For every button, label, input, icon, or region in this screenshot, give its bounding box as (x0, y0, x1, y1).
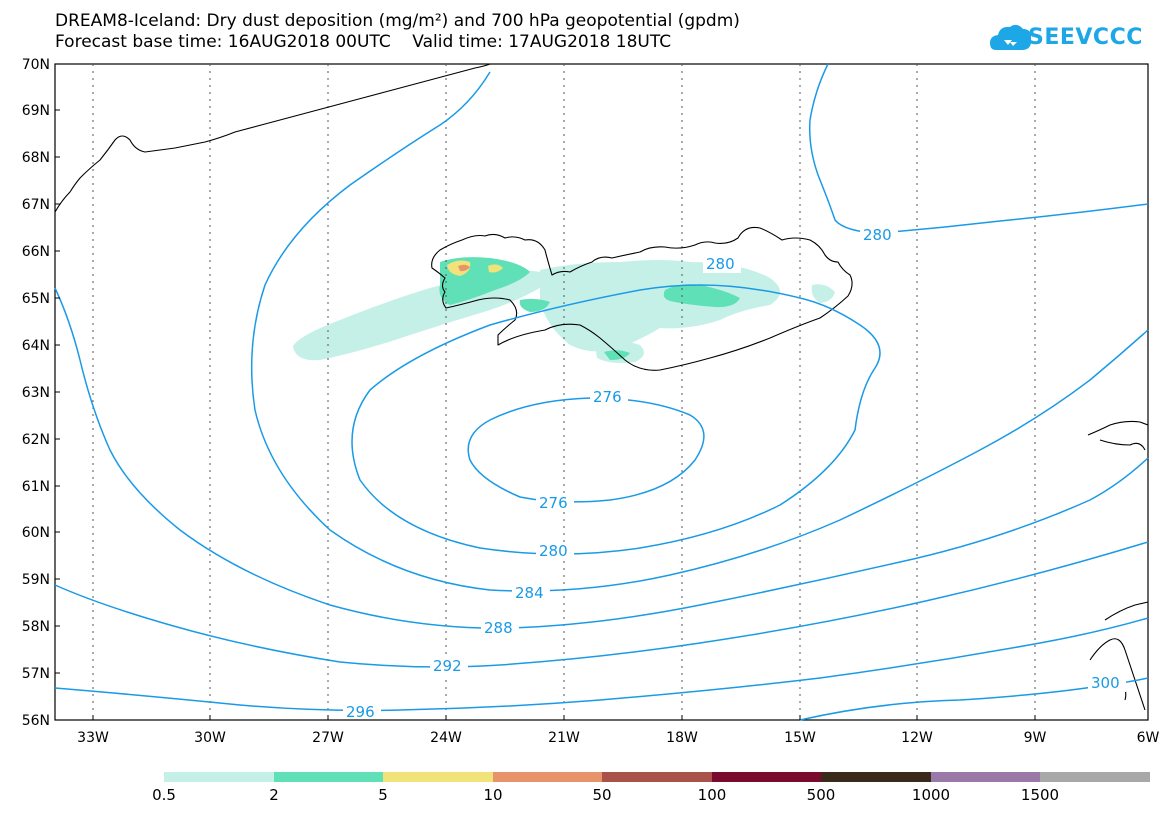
contour-label: 276 (593, 388, 622, 406)
colorbar-segment (931, 772, 1040, 782)
contour-label: 296 (346, 703, 375, 721)
cloud-logo-icon (990, 24, 1032, 50)
colorbar-label: 500 (806, 786, 836, 804)
colorbar-label: 10 (483, 786, 503, 804)
dust-area-higher (458, 264, 470, 272)
lat-label: 60N (22, 525, 50, 541)
lon-label: 12W (901, 730, 933, 746)
colorbar-segment (383, 772, 493, 782)
colorbar-segment (602, 772, 712, 782)
contour-292 (54, 541, 1149, 668)
lat-label: 66N (22, 244, 50, 260)
colorbar-label: 50 (592, 786, 612, 804)
map-title: DREAM8-Iceland: Dry dust deposition (mg/… (55, 11, 740, 31)
contour-label: 276 (539, 494, 568, 512)
lon-label: 18W (666, 730, 698, 746)
lat-label: 69N (22, 103, 50, 119)
lat-label: 59N (22, 572, 50, 588)
norway-coast-north (1087, 420, 1149, 451)
colorbar-segment (493, 772, 602, 782)
contour-288 (54, 287, 1149, 629)
dust-area-mid-4 (604, 350, 630, 360)
colorbar-label: 5 (378, 786, 388, 804)
lat-label: 62N (22, 432, 50, 448)
lon-label: 33W (77, 730, 109, 746)
lat-label: 63N (22, 385, 50, 401)
lon-label: 9W (1024, 730, 1047, 746)
contour-276-inner (467, 397, 705, 503)
lat-label: 64N (22, 338, 50, 354)
iceland-coast (431, 226, 853, 371)
lon-label: 21W (548, 730, 580, 746)
contour-296 (54, 617, 1149, 712)
dust-area-high (447, 260, 471, 276)
colorbar-segment (821, 772, 931, 782)
axis-ticks (55, 63, 1036, 720)
logo-text: SEEVCCC (1028, 25, 1143, 50)
contour-label: 280 (706, 255, 735, 273)
dust-area-low-central (540, 260, 780, 352)
coastlines (54, 63, 1149, 711)
lat-label: 67N (22, 197, 50, 213)
lat-labels: 70N 69N 68N 67N 66N 65N 64N 63N 62N 61N … (22, 57, 50, 729)
contour-label: 284 (515, 584, 544, 602)
colorbar-label: 1000 (911, 786, 951, 804)
contour-label: 300 (1091, 674, 1120, 692)
dust-area-mid-1 (663, 284, 740, 308)
colorbar-segment (164, 772, 274, 782)
greenland-coast (54, 63, 491, 213)
contour-284 (250, 71, 1149, 592)
contour-label: 292 (433, 657, 462, 675)
lat-label: 70N (22, 57, 50, 73)
colorbar-label: 2 (269, 786, 279, 804)
lon-label: 6W (1137, 730, 1160, 746)
colorbar-segment (274, 772, 383, 782)
graticule (92, 64, 1036, 720)
lat-label: 61N (22, 479, 50, 495)
geopotential-contours (54, 63, 1149, 721)
colorbar-segment (712, 772, 821, 782)
map-subtitle: Forecast base time: 16AUG2018 00UTC Vali… (55, 32, 672, 52)
contour-280-northeast (808, 63, 1149, 234)
dust-deposition-layer (293, 257, 835, 363)
lat-label: 58N (22, 619, 50, 635)
contour-label-group: 280 280 276 276 280 284 288 292 296 300 (343, 226, 1126, 721)
lon-labels: 33W 30W 27W 24W 21W 18W 15W 12W 9W 6W (77, 730, 1159, 746)
colorbar-label: 100 (697, 786, 727, 804)
lon-label: 27W (312, 730, 344, 746)
colorbar-label: 0.5 (152, 786, 176, 804)
lon-label: 15W (784, 730, 816, 746)
dust-area-mid-3 (519, 298, 550, 312)
dust-area-high-2 (488, 264, 503, 273)
contour-label: 288 (484, 619, 513, 637)
lat-label: 57N (22, 666, 50, 682)
contour-label: 280 (863, 226, 892, 244)
lat-label: 65N (22, 291, 50, 307)
lon-label: 24W (430, 730, 462, 746)
colorbar-label: 1500 (1020, 786, 1060, 804)
colorbar-segment (1040, 772, 1150, 782)
dust-area-low-east (811, 284, 835, 303)
contour-label: 280 (539, 542, 568, 560)
lon-label: 30W (194, 730, 226, 746)
lat-label: 68N (22, 150, 50, 166)
lat-label: 56N (22, 713, 50, 729)
